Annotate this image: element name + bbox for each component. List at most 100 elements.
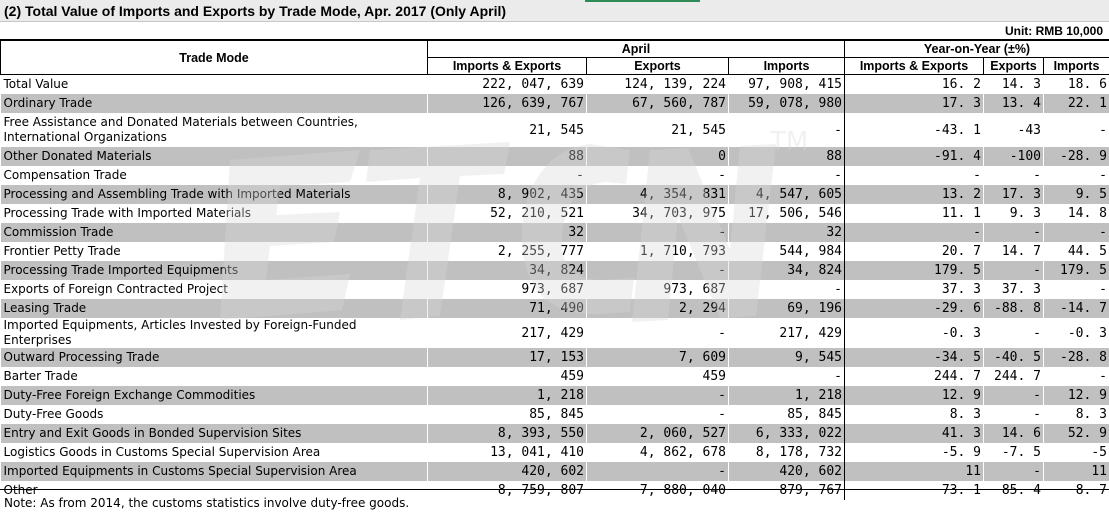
table-row: Ordinary Trade 126, 639, 767 67, 560, 787 5…	[0, 94, 1109, 113]
cell-yoy-imports: 8. 3	[1043, 405, 1109, 424]
row-label: Processing Trade Imported Equipments	[0, 261, 428, 280]
cell-imports: 97, 908, 415	[728, 74, 845, 94]
cell-imports-exports: 459	[427, 367, 587, 386]
cell-yoy-exports: -	[983, 223, 1044, 242]
header-imports-exports: Imports & Exports	[427, 57, 587, 75]
row-label: Total Value	[0, 74, 428, 94]
cell-yoy-exports: -	[983, 462, 1044, 481]
cell-exports: -	[586, 318, 729, 348]
trade-mode-table: Trade Mode April Year-on-Year (±%) Impor…	[0, 39, 1109, 500]
header-yoy-imports: Imports	[1043, 57, 1109, 75]
cell-yoy-imports-exports: -	[844, 166, 984, 185]
cell-imports-exports: 85, 845	[427, 405, 587, 424]
cell-exports: 4, 862, 678	[586, 443, 729, 462]
cell-yoy-imports: 179. 5	[1043, 261, 1109, 280]
cell-imports: 69, 196	[728, 299, 845, 318]
cell-yoy-exports: 13. 4	[983, 94, 1044, 113]
cell-imports-exports: 8, 759, 807	[427, 481, 587, 500]
cell-yoy-imports-exports: -0. 3	[844, 318, 984, 348]
cell-imports: -	[728, 367, 845, 386]
table-row: Imported Equipments, Articles Invested b…	[0, 318, 1109, 348]
cell-yoy-imports: 12. 9	[1043, 386, 1109, 405]
cell-yoy-imports-exports: 17. 3	[844, 94, 984, 113]
cell-imports-exports: -	[427, 166, 587, 185]
cell-yoy-imports-exports: -43. 1	[844, 113, 984, 147]
table-row: Barter Trade 459 459-244. 7 244. 7-	[0, 367, 1109, 386]
table-row: Outward Processing Trade 17, 153 7, 609 9, …	[0, 348, 1109, 367]
table-row: Commission Trade 32-32- - -	[0, 223, 1109, 242]
note-divider	[0, 489, 1109, 490]
cell-yoy-imports-exports: 16. 2	[844, 74, 984, 94]
cell-imports-exports: 17, 153	[427, 348, 587, 367]
cell-exports: -	[586, 261, 729, 280]
cell-yoy-exports: -100	[983, 147, 1044, 166]
cell-exports: 67, 560, 787	[586, 94, 729, 113]
cell-yoy-imports: -5	[1043, 443, 1109, 462]
cell-yoy-imports: 8. 7	[1043, 481, 1109, 500]
row-label: Outward Processing Trade	[0, 348, 428, 367]
cell-yoy-imports-exports: -91. 4	[844, 147, 984, 166]
row-label: Compensation Trade	[0, 166, 428, 185]
cell-exports: 21, 545	[586, 113, 729, 147]
cell-exports: -	[586, 223, 729, 242]
cell-yoy-imports: -28. 8	[1043, 348, 1109, 367]
cell-imports-exports: 21, 545	[427, 113, 587, 147]
cell-yoy-imports-exports: 12. 9	[844, 386, 984, 405]
cell-yoy-exports: 244. 7	[983, 367, 1044, 386]
cell-yoy-imports-exports: 179. 5	[844, 261, 984, 280]
cell-yoy-imports-exports: -29. 6	[844, 299, 984, 318]
cell-yoy-exports: 37. 3	[983, 280, 1044, 299]
cell-imports-exports: 973, 687	[427, 280, 587, 299]
table-row: Free Assistance and Donated Materials be…	[0, 113, 1109, 147]
cell-imports-exports: 126, 639, 767	[427, 94, 587, 113]
cell-yoy-imports: 11	[1043, 462, 1109, 481]
cell-yoy-imports-exports: 73. 1	[844, 481, 984, 500]
cell-yoy-imports: 44. 5	[1043, 242, 1109, 261]
cell-imports-exports: 13, 041, 410	[427, 443, 587, 462]
cell-yoy-imports: 14. 8	[1043, 204, 1109, 223]
cell-imports: 8, 178, 732	[728, 443, 845, 462]
table-row: Entry and Exit Goods in Bonded Supervisi…	[0, 424, 1109, 443]
cell-yoy-exports: -	[983, 386, 1044, 405]
cell-yoy-imports: 22. 1	[1043, 94, 1109, 113]
row-label: Frontier Petty Trade	[0, 242, 428, 261]
table-row: Processing and Assembling Trade with Imp…	[0, 185, 1109, 204]
table-row: Leasing Trade 71, 490 2, 294 69, 196 -29. 6-…	[0, 299, 1109, 318]
cell-imports-exports: 222, 047, 639	[427, 74, 587, 94]
cell-imports-exports: 217, 429	[427, 318, 587, 348]
row-label: Free Assistance and Donated Materials be…	[0, 113, 428, 147]
cell-exports: -	[586, 166, 729, 185]
cell-yoy-imports-exports: 20. 7	[844, 242, 984, 261]
cell-yoy-exports: -	[983, 405, 1044, 424]
cell-imports: 544, 984	[728, 242, 845, 261]
table-row: Total Value 222, 047, 639 124, 139, 224 97,…	[0, 74, 1109, 94]
cell-yoy-exports: 85. 4	[983, 481, 1044, 500]
table-row: Duty-Free Foreign Exchange Commodities 1,…	[0, 386, 1109, 405]
cell-yoy-imports: 9. 5	[1043, 185, 1109, 204]
table-body: Total Value 222, 047, 639 124, 139, 224 97,…	[0, 74, 1109, 500]
cell-yoy-imports: 52. 9	[1043, 424, 1109, 443]
table-row: Compensation Trade - - - - - -	[0, 166, 1109, 185]
cell-yoy-exports: -7. 5	[983, 443, 1044, 462]
cell-yoy-imports: -28. 9	[1043, 147, 1109, 166]
cell-yoy-exports: -40. 5	[983, 348, 1044, 367]
cell-exports: 7, 880, 040	[586, 481, 729, 500]
row-label: Duty-Free Foreign Exchange Commodities	[0, 386, 428, 405]
cell-imports-exports: 71, 490	[427, 299, 587, 318]
table-row: Logistics Goods in Customs Special Super…	[0, 443, 1109, 462]
cell-exports: -	[586, 386, 729, 405]
header-april: April	[427, 39, 845, 58]
cell-yoy-imports: -	[1043, 280, 1109, 299]
cell-yoy-imports-exports: -	[844, 223, 984, 242]
cell-exports: -	[586, 462, 729, 481]
row-label: Leasing Trade	[0, 299, 428, 318]
cell-yoy-exports: 14. 7	[983, 242, 1044, 261]
cell-yoy-imports-exports: 244. 7	[844, 367, 984, 386]
cell-exports: 34, 703, 975	[586, 204, 729, 223]
cell-yoy-exports: 17. 3	[983, 185, 1044, 204]
cell-yoy-imports-exports: 41. 3	[844, 424, 984, 443]
cell-imports-exports: 1, 218	[427, 386, 587, 405]
cell-yoy-imports: -0. 3	[1043, 318, 1109, 348]
cell-imports: 6, 333, 022	[728, 424, 845, 443]
cell-yoy-exports: -88. 8	[983, 299, 1044, 318]
